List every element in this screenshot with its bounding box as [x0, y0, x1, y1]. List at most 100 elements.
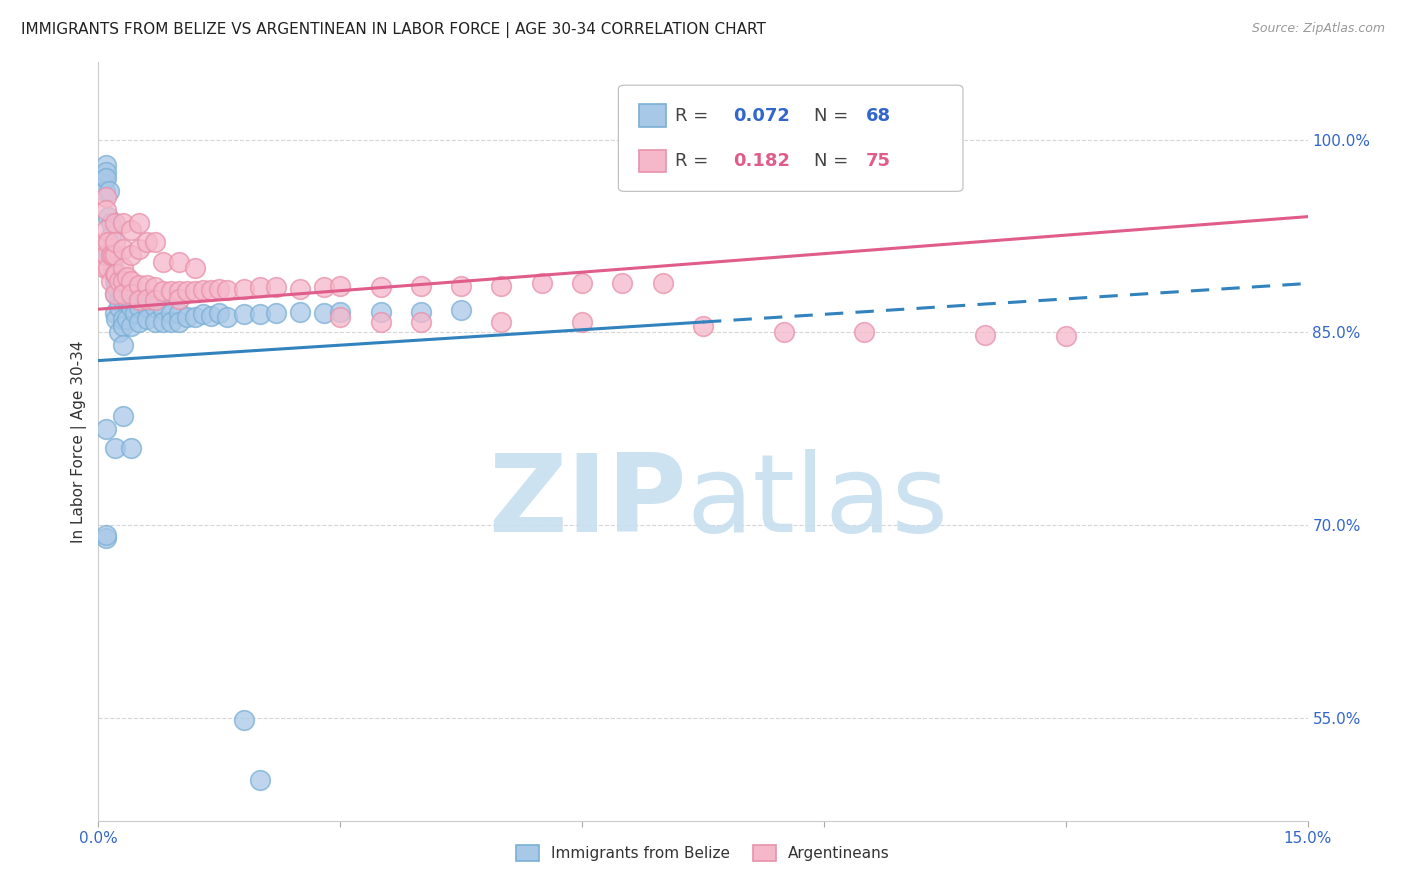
- Y-axis label: In Labor Force | Age 30-34: In Labor Force | Age 30-34: [72, 340, 87, 543]
- Point: [94, 235, 117, 250]
- Point: [176, 284, 198, 298]
- Point: [96, 248, 118, 262]
- Point: [96, 171, 118, 186]
- Point: [100, 248, 122, 262]
- Point: [571, 315, 593, 329]
- Point: [120, 222, 142, 236]
- Point: [128, 315, 150, 329]
- Point: [184, 261, 207, 276]
- Point: [105, 312, 128, 326]
- Point: [96, 158, 118, 172]
- Point: [167, 306, 190, 320]
- Point: [105, 268, 128, 282]
- Point: [103, 235, 125, 250]
- Point: [409, 304, 432, 318]
- Point: [264, 306, 287, 320]
- Point: [124, 306, 146, 320]
- Point: [120, 274, 142, 288]
- Point: [772, 326, 794, 340]
- Point: [184, 284, 207, 298]
- Point: [249, 280, 271, 294]
- Point: [107, 326, 129, 340]
- Text: R =: R =: [675, 152, 714, 170]
- Point: [103, 268, 125, 282]
- Point: [167, 284, 190, 298]
- Point: [160, 315, 183, 329]
- Point: [143, 280, 166, 294]
- Point: [329, 279, 352, 293]
- Point: [107, 274, 129, 288]
- Point: [111, 409, 134, 423]
- Point: [329, 310, 352, 324]
- Point: [115, 312, 138, 326]
- Point: [217, 283, 239, 297]
- Point: [111, 261, 134, 276]
- Point: [264, 280, 287, 294]
- Point: [103, 286, 125, 301]
- Point: [160, 306, 183, 320]
- Point: [135, 235, 157, 250]
- Point: [491, 279, 513, 293]
- Point: [135, 312, 157, 326]
- Point: [193, 283, 215, 297]
- Point: [111, 216, 134, 230]
- Point: [208, 282, 231, 296]
- Point: [167, 292, 190, 306]
- Point: [143, 315, 166, 329]
- Point: [450, 279, 472, 293]
- Point: [111, 312, 134, 326]
- Point: [100, 228, 122, 243]
- Point: [232, 714, 254, 728]
- Point: [111, 274, 134, 288]
- Point: [111, 293, 134, 308]
- Point: [370, 304, 392, 318]
- Point: [111, 242, 134, 256]
- Point: [571, 277, 593, 291]
- Point: [135, 277, 157, 292]
- Point: [96, 531, 118, 545]
- Point: [288, 282, 311, 296]
- FancyBboxPatch shape: [638, 104, 665, 127]
- Point: [208, 306, 231, 320]
- Point: [94, 171, 117, 186]
- Point: [101, 248, 124, 262]
- Point: [100, 274, 122, 288]
- Point: [193, 307, 215, 321]
- Point: [96, 164, 118, 178]
- Point: [120, 286, 142, 301]
- Point: [232, 307, 254, 321]
- Point: [97, 248, 120, 262]
- Point: [200, 309, 222, 323]
- Text: N =: N =: [814, 106, 855, 125]
- Point: [100, 248, 122, 262]
- Text: 0.182: 0.182: [734, 152, 790, 170]
- Point: [103, 441, 125, 455]
- Point: [96, 422, 118, 436]
- Point: [200, 283, 222, 297]
- Point: [450, 303, 472, 318]
- Point: [974, 327, 997, 342]
- Text: R =: R =: [675, 106, 714, 125]
- Point: [143, 293, 166, 308]
- Point: [94, 184, 117, 198]
- Point: [111, 286, 134, 301]
- Point: [143, 300, 166, 314]
- Point: [160, 284, 183, 298]
- Point: [94, 261, 117, 276]
- Point: [167, 254, 190, 268]
- Text: 75: 75: [866, 152, 891, 170]
- Point: [96, 528, 118, 542]
- Point: [651, 277, 673, 291]
- Text: ZIP: ZIP: [488, 450, 688, 555]
- FancyBboxPatch shape: [638, 150, 665, 172]
- Point: [103, 286, 125, 301]
- Text: 0.072: 0.072: [734, 106, 790, 125]
- Point: [120, 300, 142, 314]
- Point: [314, 280, 336, 294]
- Point: [249, 307, 271, 321]
- Point: [97, 261, 120, 276]
- Point: [152, 254, 174, 268]
- Point: [370, 315, 392, 329]
- Point: [103, 306, 125, 320]
- Point: [612, 277, 634, 291]
